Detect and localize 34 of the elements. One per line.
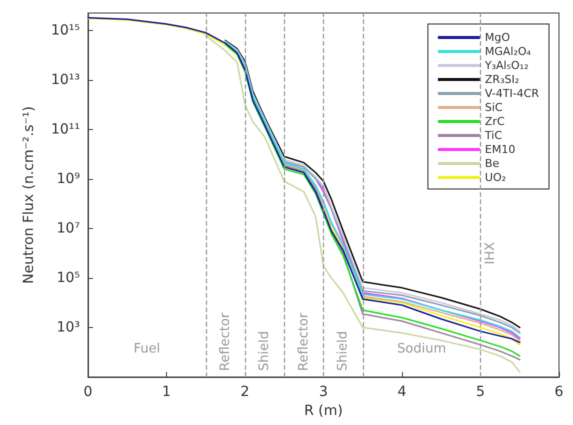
annotation: Sodium: [397, 342, 446, 356]
y-tick-label: 10⁹: [56, 170, 80, 187]
x-tick-label: 1: [162, 384, 171, 400]
legend-label: V-4TI-4CR: [484, 87, 540, 100]
y-tick-label: 10¹³: [50, 72, 80, 88]
y-tick-label: 10⁷: [56, 220, 80, 236]
x-tick-label: 0: [84, 384, 92, 400]
x-tick-label: 5: [476, 384, 485, 400]
x-tick-label: 4: [398, 384, 407, 400]
y-tick-label: 10³: [56, 319, 80, 336]
x-tick-label: 2: [240, 384, 250, 400]
legend-label: ZrC: [484, 115, 505, 128]
x-tick-label: 6: [554, 384, 564, 400]
annotation: IHX: [483, 242, 498, 264]
x-axis-title: R (m): [304, 402, 343, 419]
legend-label: UO₂: [484, 171, 506, 184]
legend-label: EM10: [484, 143, 516, 156]
annotation: Reflector: [218, 312, 233, 371]
annotation: Reflector: [296, 312, 312, 371]
legend-label: ZR₃SI₂: [484, 73, 520, 86]
y-tick-label: 10⁵: [56, 270, 80, 286]
x-tick-label: 3: [319, 384, 328, 400]
legend-label: MGAl₂O₄: [484, 45, 532, 58]
legend-label: MgO: [484, 31, 510, 44]
y-tick-label: 10¹⁵: [50, 22, 80, 38]
legend-label: Y₃Al₅O₁₂: [484, 59, 529, 72]
annotation: Fuel: [134, 342, 160, 356]
y-tick-label: 10¹¹: [50, 121, 80, 138]
y-axis-title: Neutron Flux (n.cm⁻².s⁻¹): [21, 106, 37, 284]
legend-label: SiC: [484, 101, 503, 114]
legend-label: TiC: [484, 129, 502, 142]
legend-label: Be: [484, 157, 500, 170]
annotation: Shield: [257, 331, 272, 371]
annotation: Shield: [336, 331, 351, 371]
